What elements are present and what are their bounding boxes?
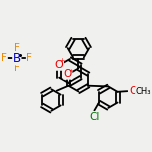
- Text: Cl: Cl: [89, 112, 100, 122]
- Text: ⁺: ⁺: [69, 68, 73, 77]
- Text: F: F: [2, 53, 7, 63]
- Text: B: B: [13, 52, 21, 65]
- Text: F: F: [14, 63, 20, 73]
- Text: F: F: [14, 43, 20, 54]
- Text: O: O: [64, 69, 72, 79]
- Text: O: O: [55, 60, 64, 70]
- Text: O: O: [130, 86, 138, 96]
- Text: CH₃: CH₃: [136, 87, 151, 96]
- Text: F: F: [26, 53, 32, 63]
- Text: ⁺: ⁺: [59, 58, 65, 68]
